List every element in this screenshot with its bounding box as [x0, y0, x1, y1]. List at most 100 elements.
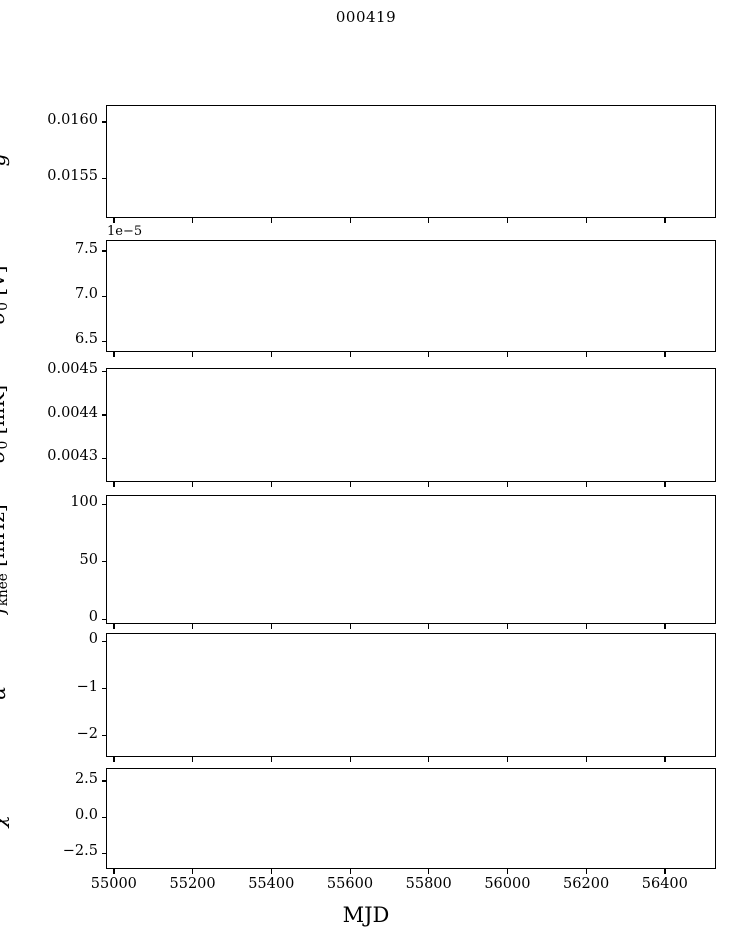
x-tick-fknee-3 [349, 624, 351, 629]
x-tick-chi2-7 [664, 869, 666, 874]
y-tick-label-sigma0_volts-2: 7.5 [74, 240, 98, 257]
x-tick-alpha-4 [428, 757, 430, 762]
x-tick-alpha-6 [585, 757, 587, 762]
y-tick-label-alpha-1: −1 [76, 678, 98, 695]
x-tick-gain-4 [428, 218, 430, 223]
y-tick-label-fknee-0: 0 [88, 609, 98, 626]
y-tick-label-sigma0_volts-1: 7.0 [74, 286, 98, 302]
x-tick-label-7: 56400 [641, 876, 688, 892]
y-tick-label-alpha-2: −2 [76, 725, 98, 742]
x-tick-chi2-2 [270, 869, 272, 874]
x-tick-alpha-3 [349, 757, 351, 762]
x-tick-fknee-1 [192, 624, 194, 629]
y-axis-label-sigma0_volts: σ0 [V] [0, 265, 11, 325]
panel-chi2 [106, 768, 716, 869]
x-tick-gain-3 [349, 218, 351, 223]
x-tick-chi2-3 [349, 869, 351, 874]
y-tick-label-sigma0_mk-2: 0.0045 [47, 361, 98, 378]
x-tick-alpha-7 [664, 757, 666, 762]
y-tick-label-sigma0_volts-0: 6.5 [74, 331, 98, 348]
x-tick-alpha-5 [506, 757, 509, 762]
y-tick-label-chi2-0: 2.5 [74, 770, 98, 787]
x-tick-sigma0_volts-6 [585, 352, 587, 357]
y-axis-label-chi2: χ2 [0, 742, 10, 892]
y-tick-label-gain-0: 0.0155 [47, 168, 98, 185]
y-tick-label-chi2-1: 0.0 [74, 807, 98, 824]
y-tick-chi2-2 [102, 852, 107, 854]
y-tick-label-chi2-2: −2.5 [62, 843, 98, 860]
y-axis-label-fknee: fknee [mHz] [0, 503, 11, 613]
y-tick-gain-0 [102, 177, 107, 180]
y-tick-label-gain-1: 0.0160 [47, 111, 98, 128]
x-tick-label-1: 55200 [169, 876, 216, 892]
y-tick-label-fknee-1: 50 [79, 551, 98, 568]
x-axis-label: MJD [342, 903, 390, 927]
axes-frame-fknee [106, 495, 716, 624]
y-tick-sigma0_volts-0 [102, 340, 107, 342]
x-tick-chi2-0 [113, 869, 115, 874]
x-tick-alpha-1 [192, 757, 194, 762]
y-tick-label-sigma0_mk-1: 0.0044 [47, 404, 98, 421]
x-tick-fknee-6 [585, 624, 587, 629]
panel-sigma0_volts [106, 240, 716, 352]
y-tick-alpha-2 [102, 735, 107, 737]
y-tick-fknee-1 [102, 561, 107, 563]
x-tick-sigma0_mk-5 [506, 482, 509, 487]
x-tick-fknee-4 [428, 624, 430, 629]
y-tick-label-alpha-0: 0 [88, 631, 98, 648]
y-axis-exponent-sigma0_volts: 1e−5 [107, 224, 143, 239]
y-tick-fknee-2 [102, 503, 107, 505]
x-tick-sigma0_volts-2 [270, 352, 272, 357]
axes-frame-alpha [106, 633, 716, 757]
panel-sigma0_mk [106, 368, 716, 482]
panel-fknee [106, 495, 716, 624]
x-tick-chi2-5 [506, 869, 509, 874]
y-tick-label-sigma0_mk-0: 0.0043 [47, 448, 98, 465]
y-tick-sigma0_mk-1 [102, 414, 107, 416]
panel-alpha [106, 633, 716, 757]
y-axis-label-gain: g [0, 85, 10, 235]
y-tick-chi2-1 [102, 816, 107, 818]
y-tick-chi2-0 [102, 780, 107, 782]
x-tick-gain-0 [113, 218, 115, 223]
y-tick-label-fknee-2: 100 [70, 494, 98, 511]
x-tick-fknee-7 [664, 624, 666, 629]
x-tick-label-2: 55400 [248, 876, 295, 892]
x-tick-fknee-5 [506, 624, 509, 629]
x-tick-label-5: 56000 [484, 876, 531, 892]
x-tick-gain-7 [664, 218, 666, 223]
x-tick-sigma0_mk-2 [270, 482, 272, 487]
y-tick-alpha-0 [102, 640, 107, 643]
x-tick-alpha-2 [270, 757, 272, 762]
panel-gain [106, 105, 716, 218]
x-tick-sigma0_volts-4 [428, 352, 430, 357]
x-tick-gain-6 [585, 218, 587, 223]
x-tick-fknee-2 [270, 624, 272, 629]
x-tick-gain-2 [270, 218, 272, 223]
x-tick-chi2-1 [192, 869, 194, 874]
x-tick-sigma0_volts-3 [349, 352, 351, 357]
x-tick-sigma0_volts-1 [192, 352, 194, 357]
axes-frame-sigma0_volts [106, 240, 716, 352]
x-tick-chi2-4 [428, 869, 430, 874]
axes-frame-sigma0_mk [106, 368, 716, 482]
x-tick-sigma0_volts-5 [506, 352, 509, 357]
y-tick-sigma0_mk-2 [102, 370, 107, 373]
axes-frame-chi2 [106, 768, 716, 869]
x-tick-sigma0_volts-0 [113, 352, 115, 357]
y-tick-sigma0_volts-1 [102, 295, 107, 297]
x-tick-label-6: 56200 [563, 876, 610, 892]
x-tick-chi2-6 [585, 869, 587, 874]
x-tick-sigma0_volts-7 [664, 352, 666, 357]
x-tick-sigma0_mk-6 [585, 482, 587, 487]
x-tick-label-3: 55600 [326, 876, 374, 892]
x-tick-fknee-0 [113, 624, 115, 629]
y-tick-sigma0_volts-2 [102, 250, 107, 252]
y-tick-fknee-0 [102, 618, 107, 621]
x-tick-gain-1 [192, 218, 194, 223]
y-tick-alpha-1 [102, 688, 107, 690]
x-tick-gain-5 [506, 218, 509, 223]
figure-title: 000419 [335, 8, 397, 26]
x-tick-label-0: 55000 [90, 876, 137, 892]
